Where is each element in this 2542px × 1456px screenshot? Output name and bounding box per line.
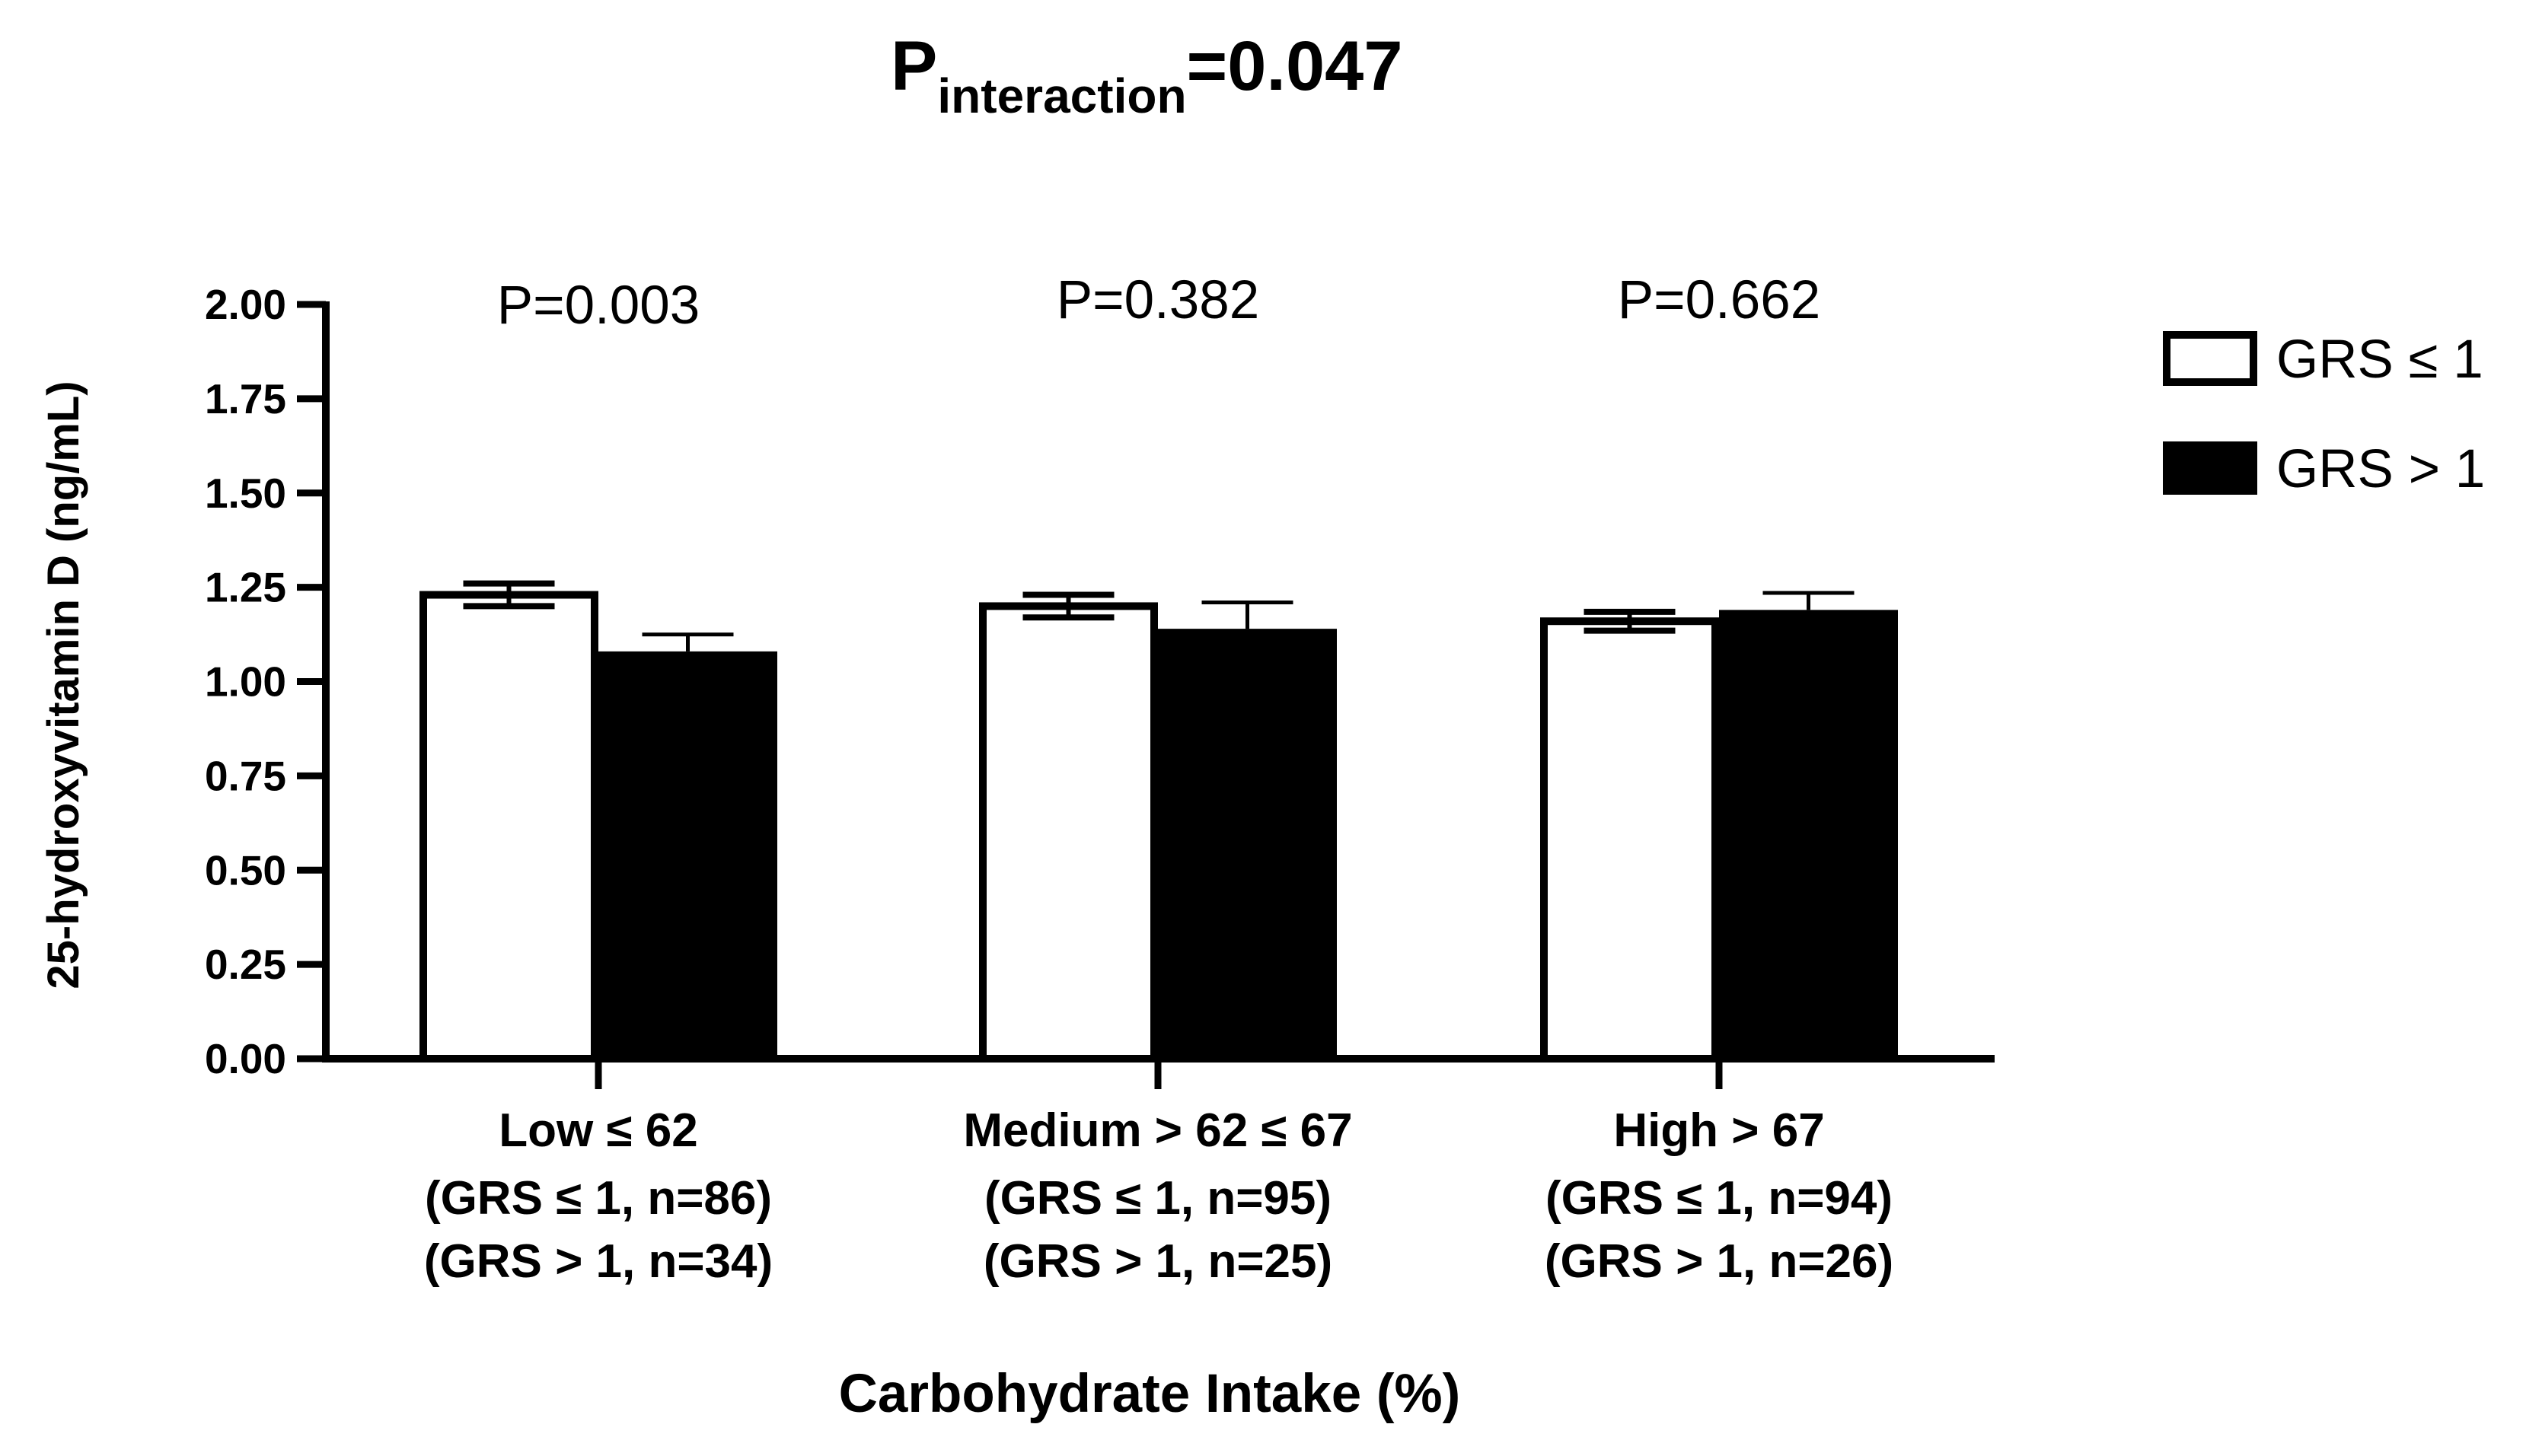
group-p-value: P=0.662 [1618,270,1821,330]
p-values-group: P=0.003 P=0.382 P=0.662 [497,270,1821,336]
x-tick-label: (GRS ≤ 1, n=95) [984,1172,1332,1225]
bar-grs-le-1 [419,591,598,1063]
y-tick-label: 0.75 [205,752,286,799]
legend: GRS ≤ 1 GRS > 1 [2163,330,2485,499]
y-tick-label: 0.00 [205,1035,286,1082]
bar-grs-le-1 [1540,617,1719,1063]
bars-group [419,580,1898,1063]
bar-grs-gt-1 [1719,610,1898,1059]
legend-swatch-grs-gt-1 [2163,441,2257,495]
legend-label-grs-gt-1: GRS > 1 [2276,439,2485,499]
y-tick-label: 0.50 [205,846,286,894]
chart-title-suffix: =0.047 [1187,27,1403,105]
chart-title-subscript: interaction [937,68,1186,123]
y-tick-label: 1.75 [205,375,286,422]
x-tick-label: (GRS > 1, n=26) [1545,1235,1893,1288]
x-tick-label: (GRS ≤ 1, n=94) [1545,1172,1893,1225]
y-axis: 0.00 0.25 0.50 0.75 1.00 1.25 1.50 1.75 2.00 [205,281,326,1082]
y-tick-label: 2.00 [205,281,286,328]
legend-swatch-grs-le-1 [2163,331,2257,386]
chart-title-main: P [891,27,937,105]
bar-grs-gt-1 [1158,629,1337,1059]
bar-grs-gt-1 [598,651,777,1059]
y-tick-label: 1.00 [205,658,286,706]
y-tick-label: 0.25 [205,941,286,988]
y-tick-label: 1.50 [205,470,286,517]
x-tick-label: Medium > 62 ≤ 67 [963,1104,1352,1157]
bar-grs-le-1 [979,602,1158,1063]
group-p-value: P=0.382 [1057,270,1260,330]
y-tick-label: 1.25 [205,564,286,611]
x-tick-label: (GRS > 1, n=25) [984,1235,1332,1288]
x-tick-label: Low ≤ 62 [499,1104,697,1157]
x-tick-label: (GRS > 1, n=34) [424,1235,773,1288]
legend-label-grs-le-1: GRS ≤ 1 [2276,330,2483,390]
group-p-value: P=0.003 [497,276,700,336]
x-tick-label: High > 67 [1613,1104,1824,1157]
y-axis-label: 25-hydroxyvitamin D (ng/mL) [39,381,88,989]
x-axis-category-labels: Low ≤ 62 (GRS ≤ 1, n=86) (GRS > 1, n=34) Me… [424,1104,1893,1288]
chart-title: Pinteraction=0.047 [891,27,1402,123]
axes [322,301,1995,1089]
x-axis-label: Carbohydrate Intake (%) [839,1364,1461,1424]
x-tick-label: (GRS ≤ 1, n=86) [425,1172,772,1225]
